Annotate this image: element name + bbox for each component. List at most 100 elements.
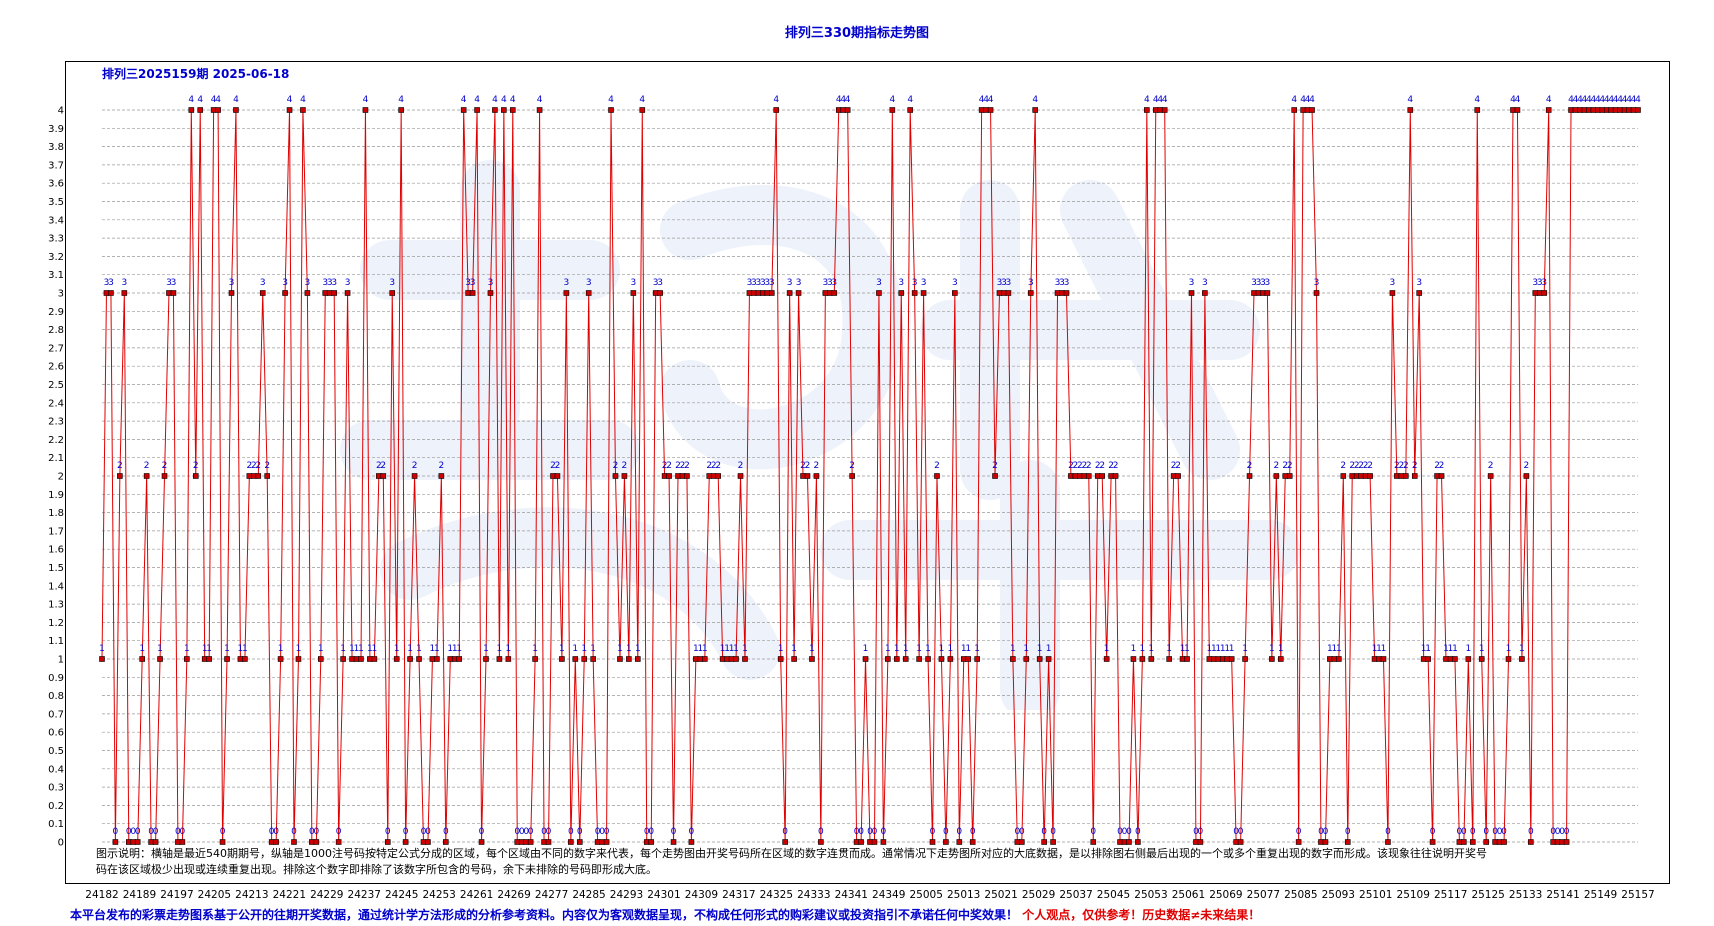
x-tick-label: 25085 bbox=[1284, 889, 1317, 901]
data-label: 1 bbox=[184, 644, 190, 654]
data-label: 0 bbox=[854, 827, 860, 837]
data-label: 4 bbox=[510, 95, 516, 105]
data-point bbox=[1019, 839, 1025, 845]
data-label: 0 bbox=[1090, 827, 1096, 837]
data-label: 0 bbox=[1528, 827, 1534, 837]
data-label: 4 bbox=[461, 95, 467, 105]
data-point bbox=[568, 839, 574, 845]
data-label: 1 bbox=[354, 644, 360, 654]
data-point bbox=[733, 656, 739, 662]
data-label: 1 bbox=[742, 644, 748, 654]
data-label: 3 bbox=[831, 278, 837, 288]
data-point bbox=[911, 290, 918, 296]
data-label: 3 bbox=[827, 278, 833, 288]
data-point bbox=[1188, 290, 1195, 296]
data-point bbox=[1130, 656, 1137, 662]
y-tick-label: 0.3 bbox=[48, 783, 64, 794]
x-tick-label: 25077 bbox=[1247, 889, 1280, 901]
data-label: 3 bbox=[952, 278, 958, 288]
data-label: 4 bbox=[1626, 95, 1632, 105]
chart-subtitle: 排列三2025159期 2025-06-18 bbox=[102, 67, 290, 81]
data-label: 0 bbox=[930, 827, 936, 837]
data-label: 4 bbox=[1407, 95, 1413, 105]
data-label: 2 bbox=[711, 461, 717, 471]
x-tick-label: 24333 bbox=[797, 889, 830, 901]
data-label: 2 bbox=[1099, 461, 1105, 471]
data-label: 0 bbox=[943, 827, 949, 837]
data-point bbox=[885, 656, 891, 662]
data-label: 1 bbox=[242, 644, 248, 654]
data-label: 1 bbox=[238, 644, 244, 654]
x-tick-label: 24269 bbox=[497, 889, 530, 901]
data-label: 0 bbox=[135, 827, 141, 837]
data-label: 4 bbox=[300, 95, 306, 105]
data-label: 0 bbox=[1345, 827, 1351, 837]
x-tick-label: 24293 bbox=[610, 889, 643, 901]
data-label: 1 bbox=[1465, 644, 1471, 654]
data-label: 4 bbox=[1291, 95, 1297, 105]
data-point bbox=[1041, 839, 1047, 845]
data-label: 2 bbox=[1403, 461, 1409, 471]
data-point bbox=[509, 107, 516, 113]
data-point bbox=[630, 290, 637, 296]
data-label: 4 bbox=[215, 95, 221, 105]
y-tick-label: 1.2 bbox=[48, 618, 64, 629]
data-label: 2 bbox=[1367, 461, 1373, 471]
data-point bbox=[197, 107, 204, 113]
data-point bbox=[1461, 839, 1467, 845]
data-point bbox=[590, 656, 596, 662]
data-label: 0 bbox=[644, 827, 650, 837]
data-label: 2 bbox=[144, 461, 150, 471]
x-tick-label: 24261 bbox=[460, 889, 493, 901]
data-label: 1 bbox=[733, 644, 739, 654]
y-tick-label: 1.9 bbox=[48, 490, 64, 501]
data-label: 1 bbox=[885, 644, 891, 654]
data-point bbox=[1063, 290, 1070, 296]
y-tick-label: 0.6 bbox=[48, 728, 64, 739]
data-label: 3 bbox=[822, 278, 828, 288]
data-label: 2 bbox=[1488, 461, 1494, 471]
data-point bbox=[893, 656, 900, 662]
data-point bbox=[264, 473, 271, 479]
data-label: 0 bbox=[1050, 827, 1056, 837]
data-label: 2 bbox=[1349, 461, 1355, 471]
data-point bbox=[818, 839, 824, 845]
data-label: 0 bbox=[309, 827, 315, 837]
data-label: 0 bbox=[385, 827, 391, 837]
data-point bbox=[670, 839, 677, 845]
data-label: 4 bbox=[1162, 95, 1168, 105]
y-tick-label: 2.6 bbox=[48, 362, 64, 373]
data-point bbox=[1148, 656, 1155, 662]
data-label: 1 bbox=[1242, 644, 1248, 654]
data-label: 2 bbox=[1073, 461, 1079, 471]
data-point bbox=[228, 290, 235, 296]
data-label: 2 bbox=[666, 461, 672, 471]
data-label: 1 bbox=[447, 644, 453, 654]
data-label: 0 bbox=[1385, 827, 1391, 837]
data-label: 3 bbox=[1260, 278, 1266, 288]
x-tick-label: 24309 bbox=[685, 889, 718, 901]
data-label: 2 bbox=[1175, 461, 1181, 471]
data-point bbox=[1380, 656, 1387, 662]
x-tick-label: 25109 bbox=[1397, 889, 1430, 901]
data-point bbox=[1474, 107, 1481, 113]
data-label: 4 bbox=[1305, 95, 1311, 105]
data-label: 4 bbox=[1617, 95, 1623, 105]
data-label: 1 bbox=[894, 644, 900, 654]
data-point bbox=[795, 290, 802, 296]
data-point bbox=[1403, 473, 1409, 479]
data-point bbox=[1483, 839, 1489, 845]
data-label: 1 bbox=[318, 644, 324, 654]
data-label: 3 bbox=[1256, 278, 1262, 288]
data-label: 2 bbox=[622, 461, 628, 471]
data-point bbox=[1228, 656, 1235, 662]
data-label: 2 bbox=[992, 461, 998, 471]
data-label: 1 bbox=[278, 644, 284, 654]
data-label: 4 bbox=[1635, 95, 1641, 105]
data-label: 2 bbox=[162, 461, 168, 471]
x-tick-label: 25117 bbox=[1434, 889, 1467, 901]
x-tick-label: 24341 bbox=[835, 889, 868, 901]
data-point bbox=[969, 839, 976, 845]
data-label: 1 bbox=[1327, 644, 1333, 654]
data-point bbox=[483, 656, 489, 662]
